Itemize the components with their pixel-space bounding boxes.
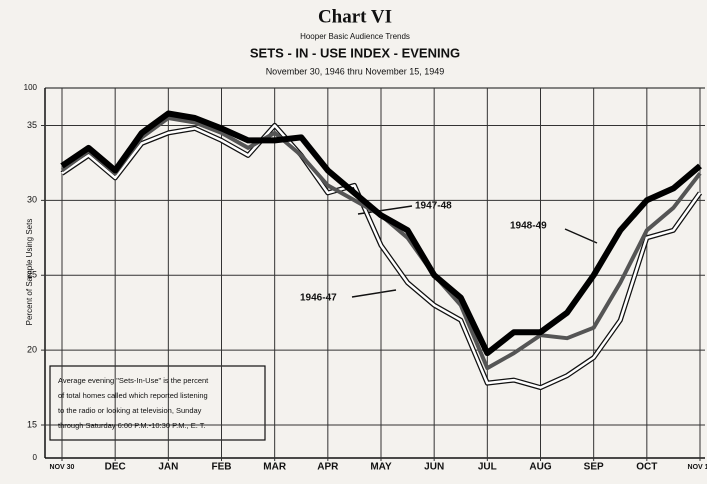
x-tick-label: OCT bbox=[636, 462, 657, 473]
heading: SETS - IN - USE INDEX - EVENING bbox=[250, 45, 460, 60]
y-tick-label: 25 bbox=[27, 270, 37, 280]
note-box bbox=[49, 365, 266, 441]
series-label: 1946-47 bbox=[300, 293, 337, 304]
x-tick-label: JAN bbox=[158, 462, 178, 473]
x-tick-label: NOV 15 bbox=[688, 464, 707, 471]
x-tick-label: SEP bbox=[584, 462, 604, 473]
chart-title: Chart VI bbox=[318, 6, 392, 27]
x-tick-label: MAR bbox=[263, 462, 287, 473]
y-tick-label: 30 bbox=[27, 195, 37, 205]
x-tick-label: AUG bbox=[529, 462, 551, 473]
note-text: of total homes called which reported lis… bbox=[58, 391, 208, 400]
x-tick-label: JUL bbox=[478, 462, 497, 473]
note-text: through Saturday 6:00 P.M.-10:30 P.M., E… bbox=[58, 421, 206, 430]
series-line bbox=[60, 110, 702, 357]
note-text: Average evening "Sets-In-Use" is the per… bbox=[58, 376, 209, 385]
x-tick-label: JUN bbox=[424, 462, 444, 473]
period: November 30, 1946 thru November 15, 1949 bbox=[266, 66, 445, 76]
series-label: 1948-49 bbox=[510, 221, 547, 232]
x-tick-label: MAY bbox=[370, 462, 392, 473]
subtitle: Hooper Basic Audience Trends bbox=[300, 32, 410, 41]
y-tick-label: 15 bbox=[27, 419, 37, 429]
arrow bbox=[564, 228, 598, 244]
y-axis-label: Percent of Sample Using Sets bbox=[25, 219, 34, 326]
y-end-label: 0 bbox=[33, 453, 38, 462]
note-text: to the radio or looking at television, S… bbox=[58, 406, 202, 415]
series-line bbox=[61, 124, 702, 389]
y-end-label: 100 bbox=[24, 83, 38, 92]
x-tick-label: APR bbox=[317, 462, 339, 473]
x-tick-label: FEB bbox=[212, 462, 232, 473]
x-tick-label: DEC bbox=[105, 462, 126, 473]
y-tick-label: 20 bbox=[27, 345, 37, 355]
x-tick-label: NOV 30 bbox=[50, 464, 75, 471]
y-tick-label: 35 bbox=[27, 120, 37, 130]
arrow bbox=[351, 289, 397, 298]
series-label: 1947-48 bbox=[415, 201, 452, 212]
